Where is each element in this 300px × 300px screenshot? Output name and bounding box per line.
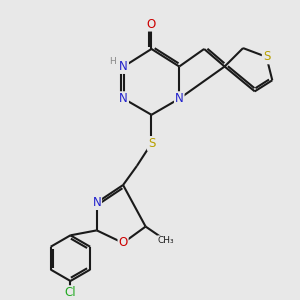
Text: CH₃: CH₃ [158,236,174,245]
Text: O: O [147,18,156,31]
Text: N: N [119,92,128,105]
Text: N: N [119,60,128,73]
Text: S: S [148,137,155,150]
Text: Cl: Cl [64,286,76,299]
Text: N: N [175,92,184,105]
Text: O: O [118,236,128,249]
Text: S: S [263,50,270,63]
Text: H: H [109,57,116,66]
Text: N: N [92,196,101,209]
